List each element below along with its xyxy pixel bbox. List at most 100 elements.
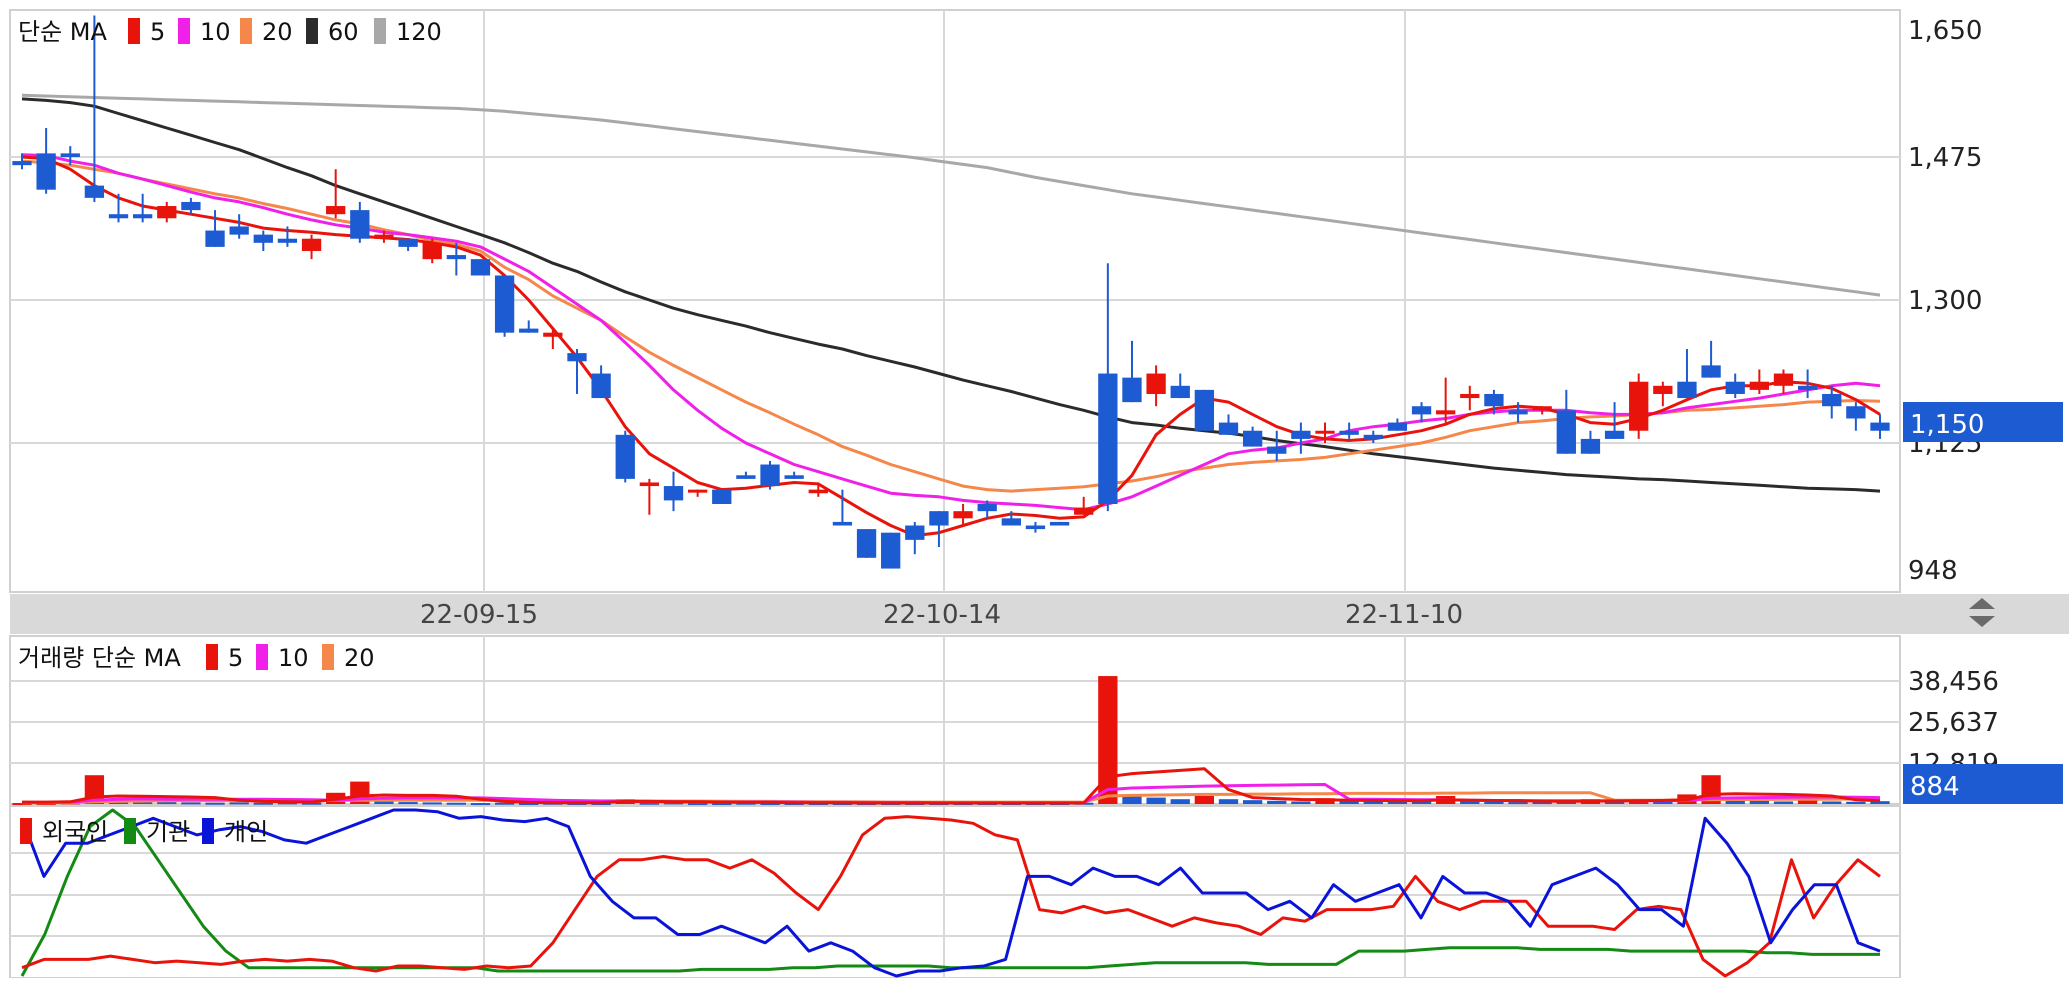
volume-bar xyxy=(1098,676,1118,804)
volume-bar xyxy=(132,801,153,804)
candle-body xyxy=(60,153,80,157)
volume-bar xyxy=(398,802,418,805)
candle-body xyxy=(1604,430,1625,439)
volume-tick-label: 25,637 xyxy=(1908,708,1999,738)
candle-body xyxy=(350,210,370,239)
foreign-path xyxy=(21,815,1881,978)
individual-path xyxy=(20,808,1881,978)
volume-bar xyxy=(663,802,684,805)
candle-body xyxy=(736,475,756,479)
volume-bar xyxy=(1339,801,1359,804)
institution-line xyxy=(20,808,1880,977)
candle-body xyxy=(446,255,466,260)
volume-bar xyxy=(1460,801,1480,804)
volume-bar xyxy=(494,802,515,805)
candle-body xyxy=(567,353,587,362)
candle-body xyxy=(1870,422,1890,431)
candle-body xyxy=(832,521,853,526)
volume-legend-swatch-ma10 xyxy=(256,644,268,670)
investor-panel[interactable]: 외국인 기관 개인 xyxy=(9,805,1901,979)
candle-body xyxy=(808,489,828,494)
ma60-path xyxy=(21,97,1881,493)
legend-label-ma10: 10 xyxy=(200,18,231,46)
legend-swatch-ma120 xyxy=(374,18,386,44)
candle-body xyxy=(519,328,539,333)
candle-body xyxy=(1025,525,1046,530)
candle-body xyxy=(543,332,563,337)
date-axis-bar[interactable]: 22-09-15 22-10-14 22-11-10 xyxy=(10,594,2069,634)
date-label-1: 22-09-15 xyxy=(420,600,538,630)
candle-body xyxy=(591,373,611,399)
price-tick-label: 1,475 xyxy=(1908,143,1982,173)
volume-bar xyxy=(1653,800,1673,804)
candle-body xyxy=(132,214,153,219)
volume-bar xyxy=(1411,801,1432,804)
price-legend: 단순 MA 5 10 20 60 120 xyxy=(18,18,442,46)
ma120-path xyxy=(21,93,1881,297)
candle-body xyxy=(1315,430,1335,434)
volume-bar xyxy=(253,802,273,805)
volume-tick-label: 38,456 xyxy=(1908,667,1999,697)
candle-body xyxy=(687,489,708,493)
resize-handle-icon[interactable] xyxy=(1969,598,1995,627)
candle-body xyxy=(1122,377,1142,403)
volume-bar xyxy=(639,802,660,805)
volume-bar xyxy=(422,802,442,805)
volume-ma5-path xyxy=(22,767,1881,805)
candle-body xyxy=(1387,422,1408,431)
volume-bar xyxy=(1484,801,1504,804)
candle-body xyxy=(1749,381,1770,390)
candle-body xyxy=(108,214,129,219)
candle-body xyxy=(1218,422,1239,435)
candle-body xyxy=(1846,406,1866,419)
volume-ma5-line xyxy=(22,767,1881,805)
date-bar-background xyxy=(10,594,2069,634)
volume-legend-swatch-ma5 xyxy=(206,644,218,670)
candle-body xyxy=(1484,393,1504,407)
volume-bar xyxy=(1870,801,1890,804)
legend-swatch-ma60 xyxy=(306,18,318,44)
candle-body xyxy=(1773,373,1794,386)
current-volume-tag-text: 884 xyxy=(1910,772,1960,802)
candle-body xyxy=(1049,521,1070,526)
volume-bar xyxy=(1822,801,1842,804)
candle-body xyxy=(1677,381,1697,399)
volume-bar xyxy=(1508,802,1528,805)
volume-bar xyxy=(181,802,201,805)
volume-legend-label-ma20: 20 xyxy=(344,644,375,672)
volume-bar xyxy=(229,802,249,805)
candle-body xyxy=(712,489,732,504)
candle-body xyxy=(615,434,635,479)
volume-bar xyxy=(1387,801,1408,804)
investor-legend-label-foreign: 외국인 xyxy=(42,818,108,846)
price-tick-label: 1,300 xyxy=(1908,286,1982,316)
legend-swatch-ma10 xyxy=(178,18,190,44)
candle-body xyxy=(1532,406,1552,411)
candle-body xyxy=(1556,410,1576,454)
volume-bar xyxy=(519,803,539,806)
legend-swatch-ma5 xyxy=(128,18,140,44)
investor-legend-swatch-individual xyxy=(202,818,214,844)
candle-body xyxy=(1242,430,1263,447)
volume-bar xyxy=(277,802,298,805)
candle-body xyxy=(905,525,925,540)
volume-bar xyxy=(687,803,708,806)
candle-body xyxy=(36,153,56,190)
candle-body xyxy=(398,238,418,247)
volume-bar xyxy=(205,802,225,805)
legend-label-ma20: 20 xyxy=(262,18,293,46)
current-volume-tag xyxy=(1903,764,2063,804)
volume-legend-label-ma5: 5 xyxy=(228,644,243,672)
candle-body xyxy=(157,206,177,219)
volume-bar xyxy=(1170,799,1190,804)
candle-body xyxy=(1797,385,1818,390)
volume-bar xyxy=(1363,801,1383,804)
date-label-3: 22-11-10 xyxy=(1345,600,1463,630)
ma120-line xyxy=(21,93,1881,297)
candle-body xyxy=(277,238,298,243)
investor-legend-label-individual: 개인 xyxy=(224,818,268,846)
